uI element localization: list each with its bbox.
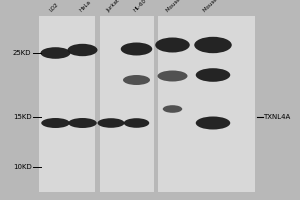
Ellipse shape bbox=[163, 105, 182, 113]
Text: 15KD: 15KD bbox=[13, 114, 32, 120]
Ellipse shape bbox=[98, 118, 124, 128]
Text: Jurkat: Jurkat bbox=[106, 0, 121, 13]
Ellipse shape bbox=[155, 38, 190, 52]
Text: Mouse pancreas: Mouse pancreas bbox=[166, 0, 201, 13]
Ellipse shape bbox=[68, 118, 97, 128]
Ellipse shape bbox=[121, 43, 152, 55]
Ellipse shape bbox=[41, 118, 70, 128]
Ellipse shape bbox=[124, 118, 149, 128]
Text: Mouse kidney: Mouse kidney bbox=[202, 0, 232, 13]
Text: 10KD: 10KD bbox=[13, 164, 32, 170]
Text: TXNL4A: TXNL4A bbox=[263, 114, 291, 120]
Text: LO2: LO2 bbox=[49, 2, 60, 13]
Text: HL-60: HL-60 bbox=[133, 0, 148, 13]
Ellipse shape bbox=[123, 75, 150, 85]
Bar bbox=[39, 16, 255, 192]
Ellipse shape bbox=[196, 116, 230, 130]
Bar bbox=[154, 16, 158, 192]
Text: 25KD: 25KD bbox=[13, 50, 32, 56]
Text: HeLa: HeLa bbox=[79, 0, 92, 13]
Bar bbox=[95, 16, 100, 192]
Ellipse shape bbox=[68, 44, 98, 56]
Ellipse shape bbox=[194, 37, 232, 53]
Ellipse shape bbox=[158, 71, 188, 82]
Ellipse shape bbox=[196, 68, 230, 82]
Ellipse shape bbox=[40, 47, 70, 59]
